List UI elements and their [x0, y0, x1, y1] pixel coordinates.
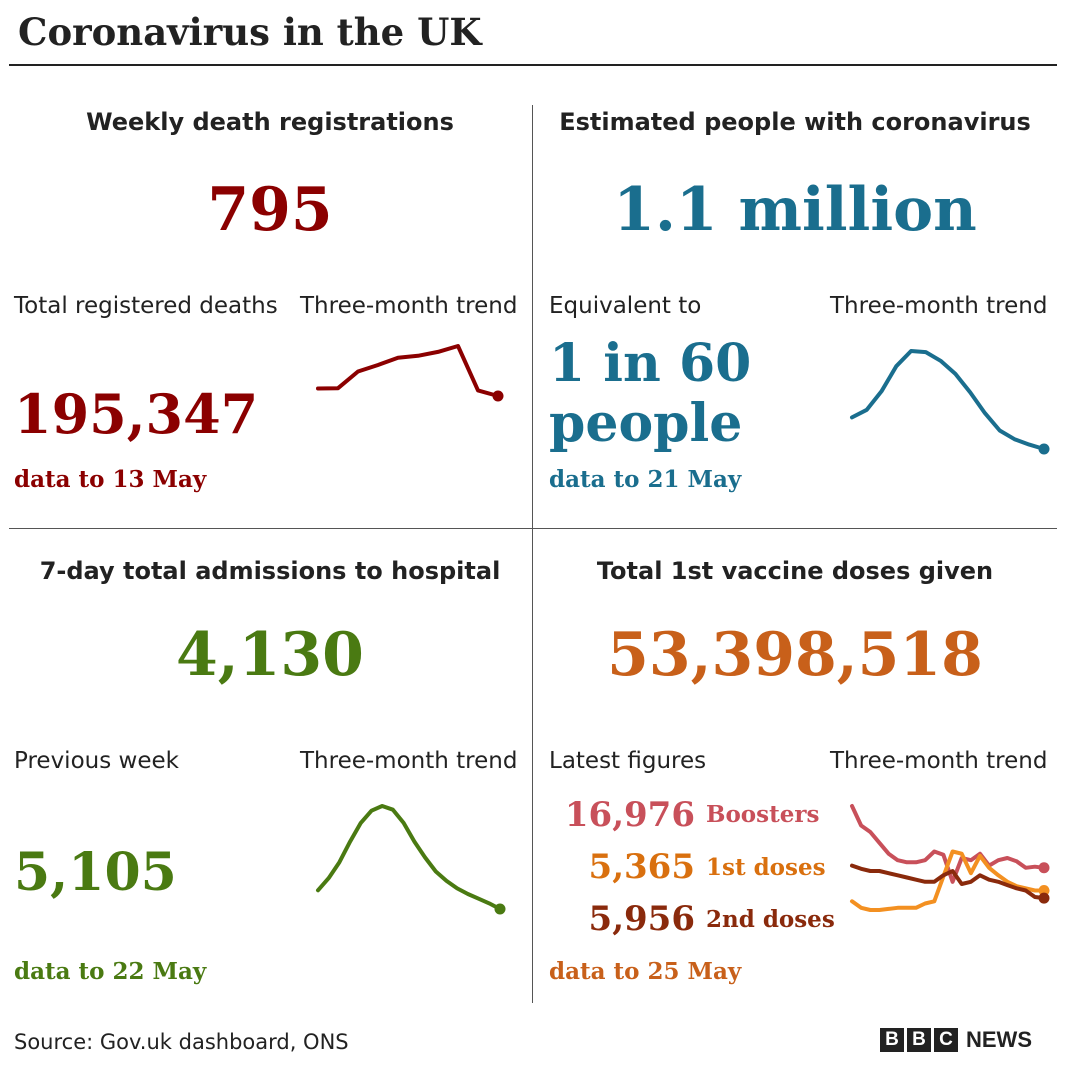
logo-letter-b1: B — [880, 1028, 904, 1052]
source-note: Source: Gov.uk dashboard, ONS — [14, 1030, 349, 1054]
boosters-value: 16,976 — [564, 795, 695, 835]
vaccines-trend-label: Three-month trend — [830, 748, 1048, 774]
vaccines-date: data to 25 May — [549, 958, 742, 985]
boosters-label: Boosters — [706, 801, 820, 828]
deaths-trend-chart — [316, 344, 504, 402]
admissions-headline: 4,130 — [176, 620, 364, 690]
admissions-trend-chart — [316, 804, 506, 915]
admissions-date: data to 22 May — [14, 958, 207, 985]
first-doses-value: 5,365 — [588, 847, 695, 887]
second-doses-label: 2nd doses — [706, 906, 835, 933]
vaccines-trend-endpoint-0 — [1038, 862, 1050, 874]
admissions-panel-title: 7-day total admissions to hospital — [39, 557, 501, 585]
infections-sub-value-line2: people — [549, 393, 743, 454]
logo-letter-b2: B — [907, 1028, 931, 1052]
vaccines-headline: 53,398,518 — [607, 620, 983, 690]
infections-panel-title: Estimated people with coronavirus — [559, 108, 1031, 136]
first-doses-label: 1st doses — [706, 854, 826, 881]
vaccines-trend-chart — [850, 804, 1050, 912]
deaths-sub-value: 195,347 — [14, 382, 259, 446]
deaths-trend-label: Three-month trend — [300, 293, 518, 319]
bbc-news-logo: B B C NEWS — [880, 1027, 1032, 1053]
vaccines-trend-line-1 — [850, 849, 1046, 912]
infections-headline: 1.1 million — [613, 175, 977, 245]
vaccines-trend-endpoint-1 — [1038, 885, 1050, 896]
admissions-sub-value: 5,105 — [14, 842, 177, 903]
infections-trend-label: Three-month trend — [830, 293, 1048, 319]
infections-trend-chart — [850, 349, 1050, 455]
infections-trend-line-0 — [850, 349, 1046, 451]
infections-sub-value-line1: 1 in 60 — [549, 333, 752, 394]
logo-letter-c: C — [934, 1028, 958, 1052]
infections-sub-label: Equivalent to — [549, 293, 702, 319]
horizontal-divider — [9, 528, 1057, 529]
infections-trend-endpoint-0 — [1038, 443, 1050, 455]
vaccines-trend-endpoint-2 — [1038, 892, 1050, 904]
vertical-divider — [532, 105, 533, 1003]
admissions-trend-endpoint-0 — [494, 903, 506, 915]
deaths-headline: 795 — [207, 175, 333, 245]
admissions-trend-line-0 — [316, 804, 502, 911]
deaths-date: data to 13 May — [14, 466, 207, 493]
page-title: Coronavirus in the UK — [18, 10, 482, 54]
second-doses-value: 5,956 — [588, 899, 695, 939]
title-rule — [9, 64, 1057, 66]
deaths-sub-label: Total registered deaths — [14, 293, 278, 319]
admissions-trend-label: Three-month trend — [300, 748, 518, 774]
deaths-trend-endpoint-0 — [492, 390, 504, 402]
vaccines-panel-title: Total 1st vaccine doses given — [596, 557, 994, 585]
deaths-trend-line-0 — [316, 344, 500, 398]
vaccines-sub-label: Latest figures — [549, 748, 707, 774]
admissions-sub-label: Previous week — [14, 748, 179, 774]
infections-date: data to 21 May — [549, 466, 742, 493]
deaths-panel-title: Weekly death registrations — [86, 108, 454, 136]
logo-word: NEWS — [966, 1027, 1032, 1052]
vaccines-trend-line-2 — [850, 863, 1046, 901]
